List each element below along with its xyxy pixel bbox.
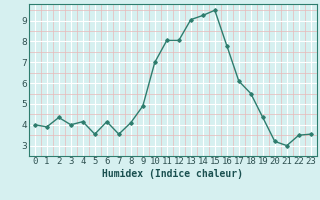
X-axis label: Humidex (Indice chaleur): Humidex (Indice chaleur) [102, 169, 243, 179]
